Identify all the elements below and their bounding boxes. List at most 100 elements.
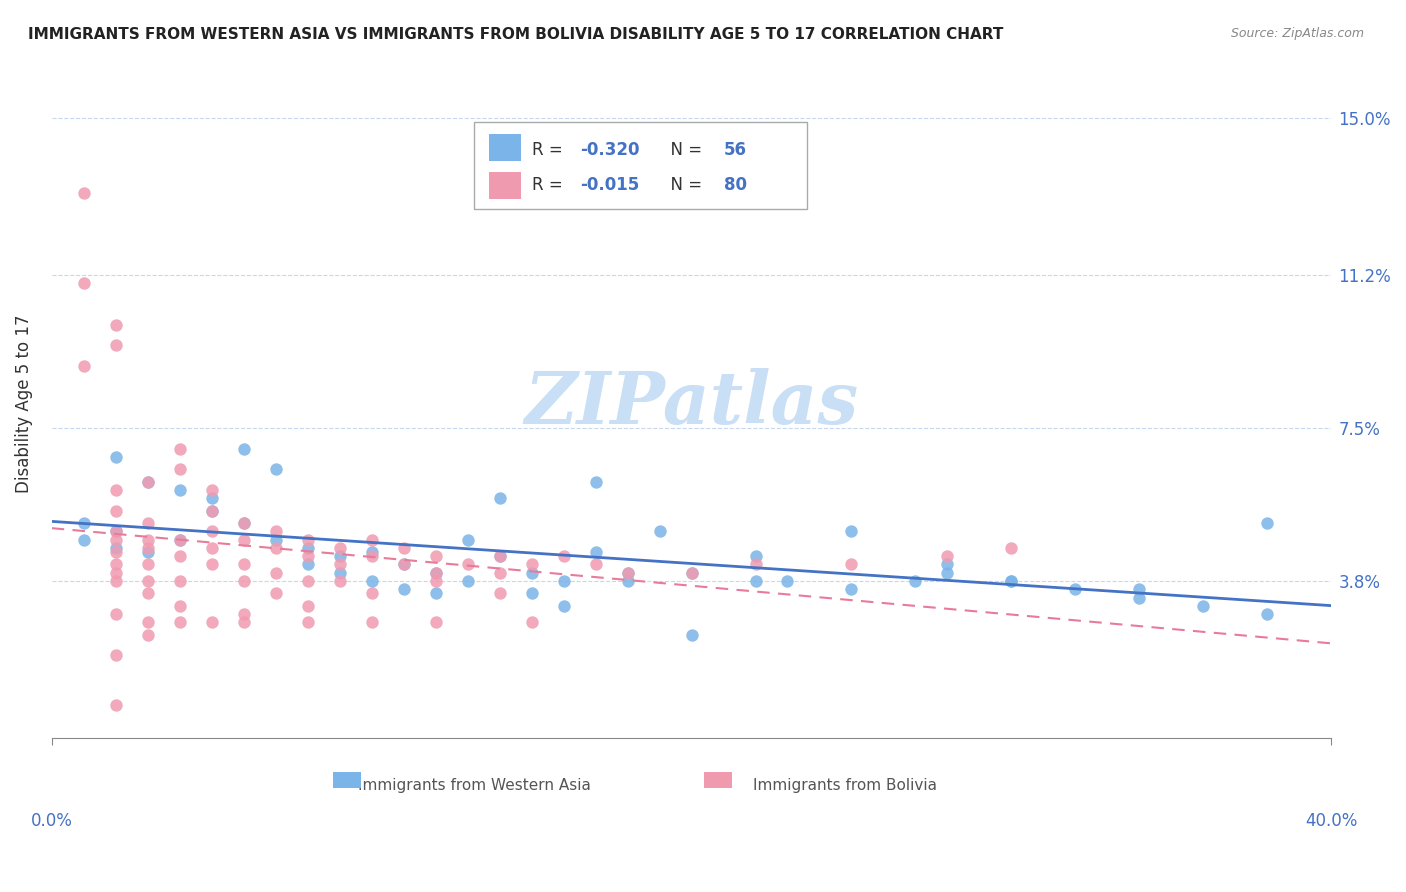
Point: [1256, 516, 1278, 531]
Point: [169, 533, 191, 547]
Point: [201, 491, 224, 506]
Text: -0.320: -0.320: [581, 141, 640, 159]
Point: [488, 549, 510, 564]
Point: [648, 524, 671, 539]
Point: [201, 504, 224, 518]
Point: [297, 549, 319, 564]
FancyBboxPatch shape: [489, 172, 522, 199]
Point: [136, 628, 159, 642]
Point: [297, 533, 319, 547]
Point: [264, 524, 287, 539]
Point: [73, 186, 96, 200]
Point: [776, 574, 799, 588]
Point: [297, 558, 319, 572]
Point: [201, 504, 224, 518]
Point: [297, 574, 319, 588]
Point: [232, 558, 254, 572]
Point: [169, 462, 191, 476]
Point: [104, 545, 127, 559]
Point: [264, 586, 287, 600]
Point: [104, 504, 127, 518]
Point: [585, 475, 607, 489]
FancyBboxPatch shape: [489, 135, 522, 161]
Point: [169, 533, 191, 547]
Point: [329, 558, 352, 572]
Point: [681, 566, 703, 580]
Point: [616, 566, 638, 580]
Point: [104, 524, 127, 539]
Point: [329, 549, 352, 564]
Point: [425, 549, 447, 564]
FancyBboxPatch shape: [333, 772, 361, 789]
Point: [1128, 582, 1150, 597]
Point: [744, 574, 766, 588]
Point: [104, 533, 127, 547]
Point: [392, 582, 415, 597]
Point: [264, 541, 287, 555]
Text: 56: 56: [724, 141, 747, 159]
Point: [520, 586, 543, 600]
Point: [169, 442, 191, 456]
Point: [264, 566, 287, 580]
Point: [232, 607, 254, 621]
Point: [329, 566, 352, 580]
Point: [169, 599, 191, 613]
Point: [104, 524, 127, 539]
Point: [136, 574, 159, 588]
Point: [360, 533, 382, 547]
Point: [136, 516, 159, 531]
Point: [104, 483, 127, 497]
Point: [232, 574, 254, 588]
Point: [936, 549, 959, 564]
Point: [1128, 591, 1150, 605]
Point: [136, 558, 159, 572]
Point: [392, 541, 415, 555]
Point: [73, 359, 96, 373]
Point: [136, 475, 159, 489]
Point: [392, 558, 415, 572]
Point: [136, 586, 159, 600]
Point: [488, 491, 510, 506]
Point: [585, 545, 607, 559]
Point: [201, 483, 224, 497]
Point: [1256, 607, 1278, 621]
Text: Source: ZipAtlas.com: Source: ZipAtlas.com: [1230, 27, 1364, 40]
Text: Immigrants from Bolivia: Immigrants from Bolivia: [754, 778, 936, 793]
Point: [841, 558, 863, 572]
Point: [104, 338, 127, 352]
Point: [425, 586, 447, 600]
Point: [104, 558, 127, 572]
Text: R =: R =: [531, 141, 568, 159]
Point: [232, 516, 254, 531]
Point: [520, 615, 543, 630]
Point: [104, 607, 127, 621]
Point: [841, 524, 863, 539]
Point: [201, 524, 224, 539]
FancyBboxPatch shape: [474, 122, 807, 209]
Point: [329, 541, 352, 555]
Point: [488, 549, 510, 564]
Point: [104, 648, 127, 663]
Point: [841, 582, 863, 597]
Point: [1000, 574, 1022, 588]
Point: [1064, 582, 1087, 597]
Point: [136, 615, 159, 630]
Text: 0.0%: 0.0%: [31, 813, 73, 830]
Y-axis label: Disability Age 5 to 17: Disability Age 5 to 17: [15, 314, 32, 492]
Point: [360, 574, 382, 588]
Text: -0.015: -0.015: [581, 176, 640, 194]
Text: N =: N =: [659, 176, 707, 194]
Point: [136, 533, 159, 547]
Point: [329, 574, 352, 588]
Point: [232, 615, 254, 630]
Point: [169, 549, 191, 564]
Point: [585, 558, 607, 572]
Text: N =: N =: [659, 141, 707, 159]
Point: [744, 549, 766, 564]
FancyBboxPatch shape: [704, 772, 733, 789]
Point: [136, 475, 159, 489]
Point: [392, 558, 415, 572]
Point: [232, 533, 254, 547]
Point: [425, 566, 447, 580]
Point: [104, 541, 127, 555]
